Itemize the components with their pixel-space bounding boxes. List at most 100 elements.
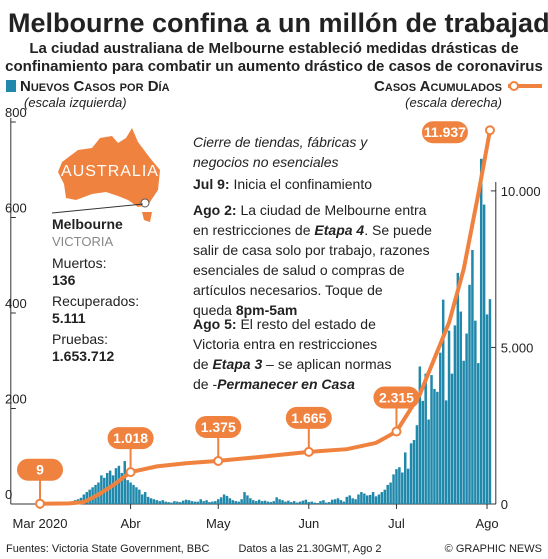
sidebar: AUSTRALIA Melbourne VICTORIA Muertos:136…	[44, 126, 186, 368]
label-pill	[17, 458, 64, 481]
annotation-line: en restricciones de Etapa 4. Se puede	[193, 222, 432, 238]
bar	[421, 400, 424, 504]
bar	[149, 498, 153, 504]
annotation-text: El resto del estado de	[237, 316, 377, 332]
annotations: Cierre de tiendas, fábricas y negocios no…	[193, 134, 432, 392]
bar	[85, 492, 89, 504]
bar	[357, 494, 360, 504]
city: Melbourne	[52, 216, 123, 232]
annotation-text: Ago 5:	[193, 316, 237, 332]
bar	[135, 487, 138, 504]
annotation-text: salir de casa solo por trabajo, razones	[193, 242, 430, 258]
bar	[395, 469, 398, 504]
bar	[477, 363, 480, 504]
annotation-text: Etapa 4	[314, 222, 364, 238]
annotation-line: Victoria entra en restricciones	[193, 336, 377, 352]
bar	[208, 502, 211, 504]
bar	[164, 501, 167, 504]
annotation-line: negocios no esenciales	[193, 154, 339, 170]
y-tick-label: 200	[5, 392, 27, 407]
bar	[249, 498, 252, 504]
bar	[380, 492, 384, 504]
bar	[243, 492, 246, 504]
legend-swatch	[6, 80, 16, 92]
bar	[453, 325, 457, 504]
bar	[471, 249, 474, 504]
bar	[202, 501, 205, 504]
bar	[424, 373, 427, 504]
bar	[211, 501, 214, 504]
bar	[348, 495, 351, 504]
bar	[216, 499, 220, 504]
bar	[272, 501, 275, 504]
bar	[196, 501, 200, 504]
bar	[138, 489, 141, 504]
bar	[290, 502, 293, 504]
bar	[301, 500, 305, 504]
bar	[252, 500, 255, 504]
bar	[254, 501, 258, 504]
bar	[488, 299, 492, 504]
point	[125, 467, 136, 478]
bar	[415, 425, 419, 504]
bar	[322, 500, 325, 504]
bar	[100, 475, 103, 504]
bar	[462, 360, 465, 504]
stat-label: Recuperados:	[52, 293, 139, 309]
bar	[383, 489, 387, 504]
stat-bg	[46, 328, 156, 368]
x-tick-label: Jul	[388, 516, 405, 531]
bar	[143, 492, 147, 504]
bar	[474, 320, 477, 504]
annotation-line: de Etapa 3 – se aplican normas	[193, 356, 391, 372]
bar	[126, 480, 129, 504]
footer-credit: © GRAPHIC NEWS	[445, 543, 542, 555]
bar	[278, 499, 281, 504]
value-label: 9	[36, 462, 44, 478]
y-tick-label: 400	[5, 296, 27, 311]
plot: 0 200 400 600 800 0 5.000 10.000 Mar 2020 Abr May J…	[5, 105, 541, 531]
bar	[117, 465, 121, 504]
bar	[450, 373, 454, 504]
bar	[468, 284, 471, 504]
annotation-text: Victoria entra en restricciones	[193, 336, 377, 352]
bar	[339, 500, 343, 504]
legend-label: Nuevos Casos por Día	[20, 78, 170, 95]
bar	[433, 388, 436, 504]
bar	[260, 501, 264, 504]
bar	[193, 501, 197, 504]
bar	[377, 494, 381, 504]
bar	[456, 272, 460, 504]
bar	[392, 474, 395, 504]
point	[35, 498, 46, 509]
bar	[295, 502, 299, 504]
bar	[114, 468, 118, 504]
y-tick-label: 600	[5, 201, 27, 216]
stat-value: 136	[52, 272, 76, 288]
bar	[123, 461, 126, 504]
bar	[401, 472, 404, 504]
bar	[427, 419, 430, 504]
bar	[310, 501, 313, 504]
bar	[214, 501, 217, 504]
bar	[184, 499, 188, 504]
bar	[205, 500, 208, 504]
legend-swatch	[509, 81, 519, 91]
bar	[479, 158, 483, 504]
annotation-text: en restricciones de	[193, 222, 314, 238]
bar	[146, 496, 150, 504]
bar	[459, 311, 462, 504]
bar	[412, 440, 416, 504]
stat-bg	[46, 290, 156, 330]
bar	[161, 500, 164, 504]
bar	[219, 497, 223, 504]
bar	[284, 501, 287, 504]
annotation-line: salir de casa solo por trabajo, razones	[193, 242, 430, 258]
bar	[179, 502, 182, 504]
bar	[444, 400, 448, 504]
bar	[368, 494, 372, 504]
x-tick-label: May	[206, 516, 231, 531]
label-pill	[107, 427, 154, 450]
bar	[257, 499, 261, 504]
stat-label: Muertos:	[52, 255, 106, 271]
